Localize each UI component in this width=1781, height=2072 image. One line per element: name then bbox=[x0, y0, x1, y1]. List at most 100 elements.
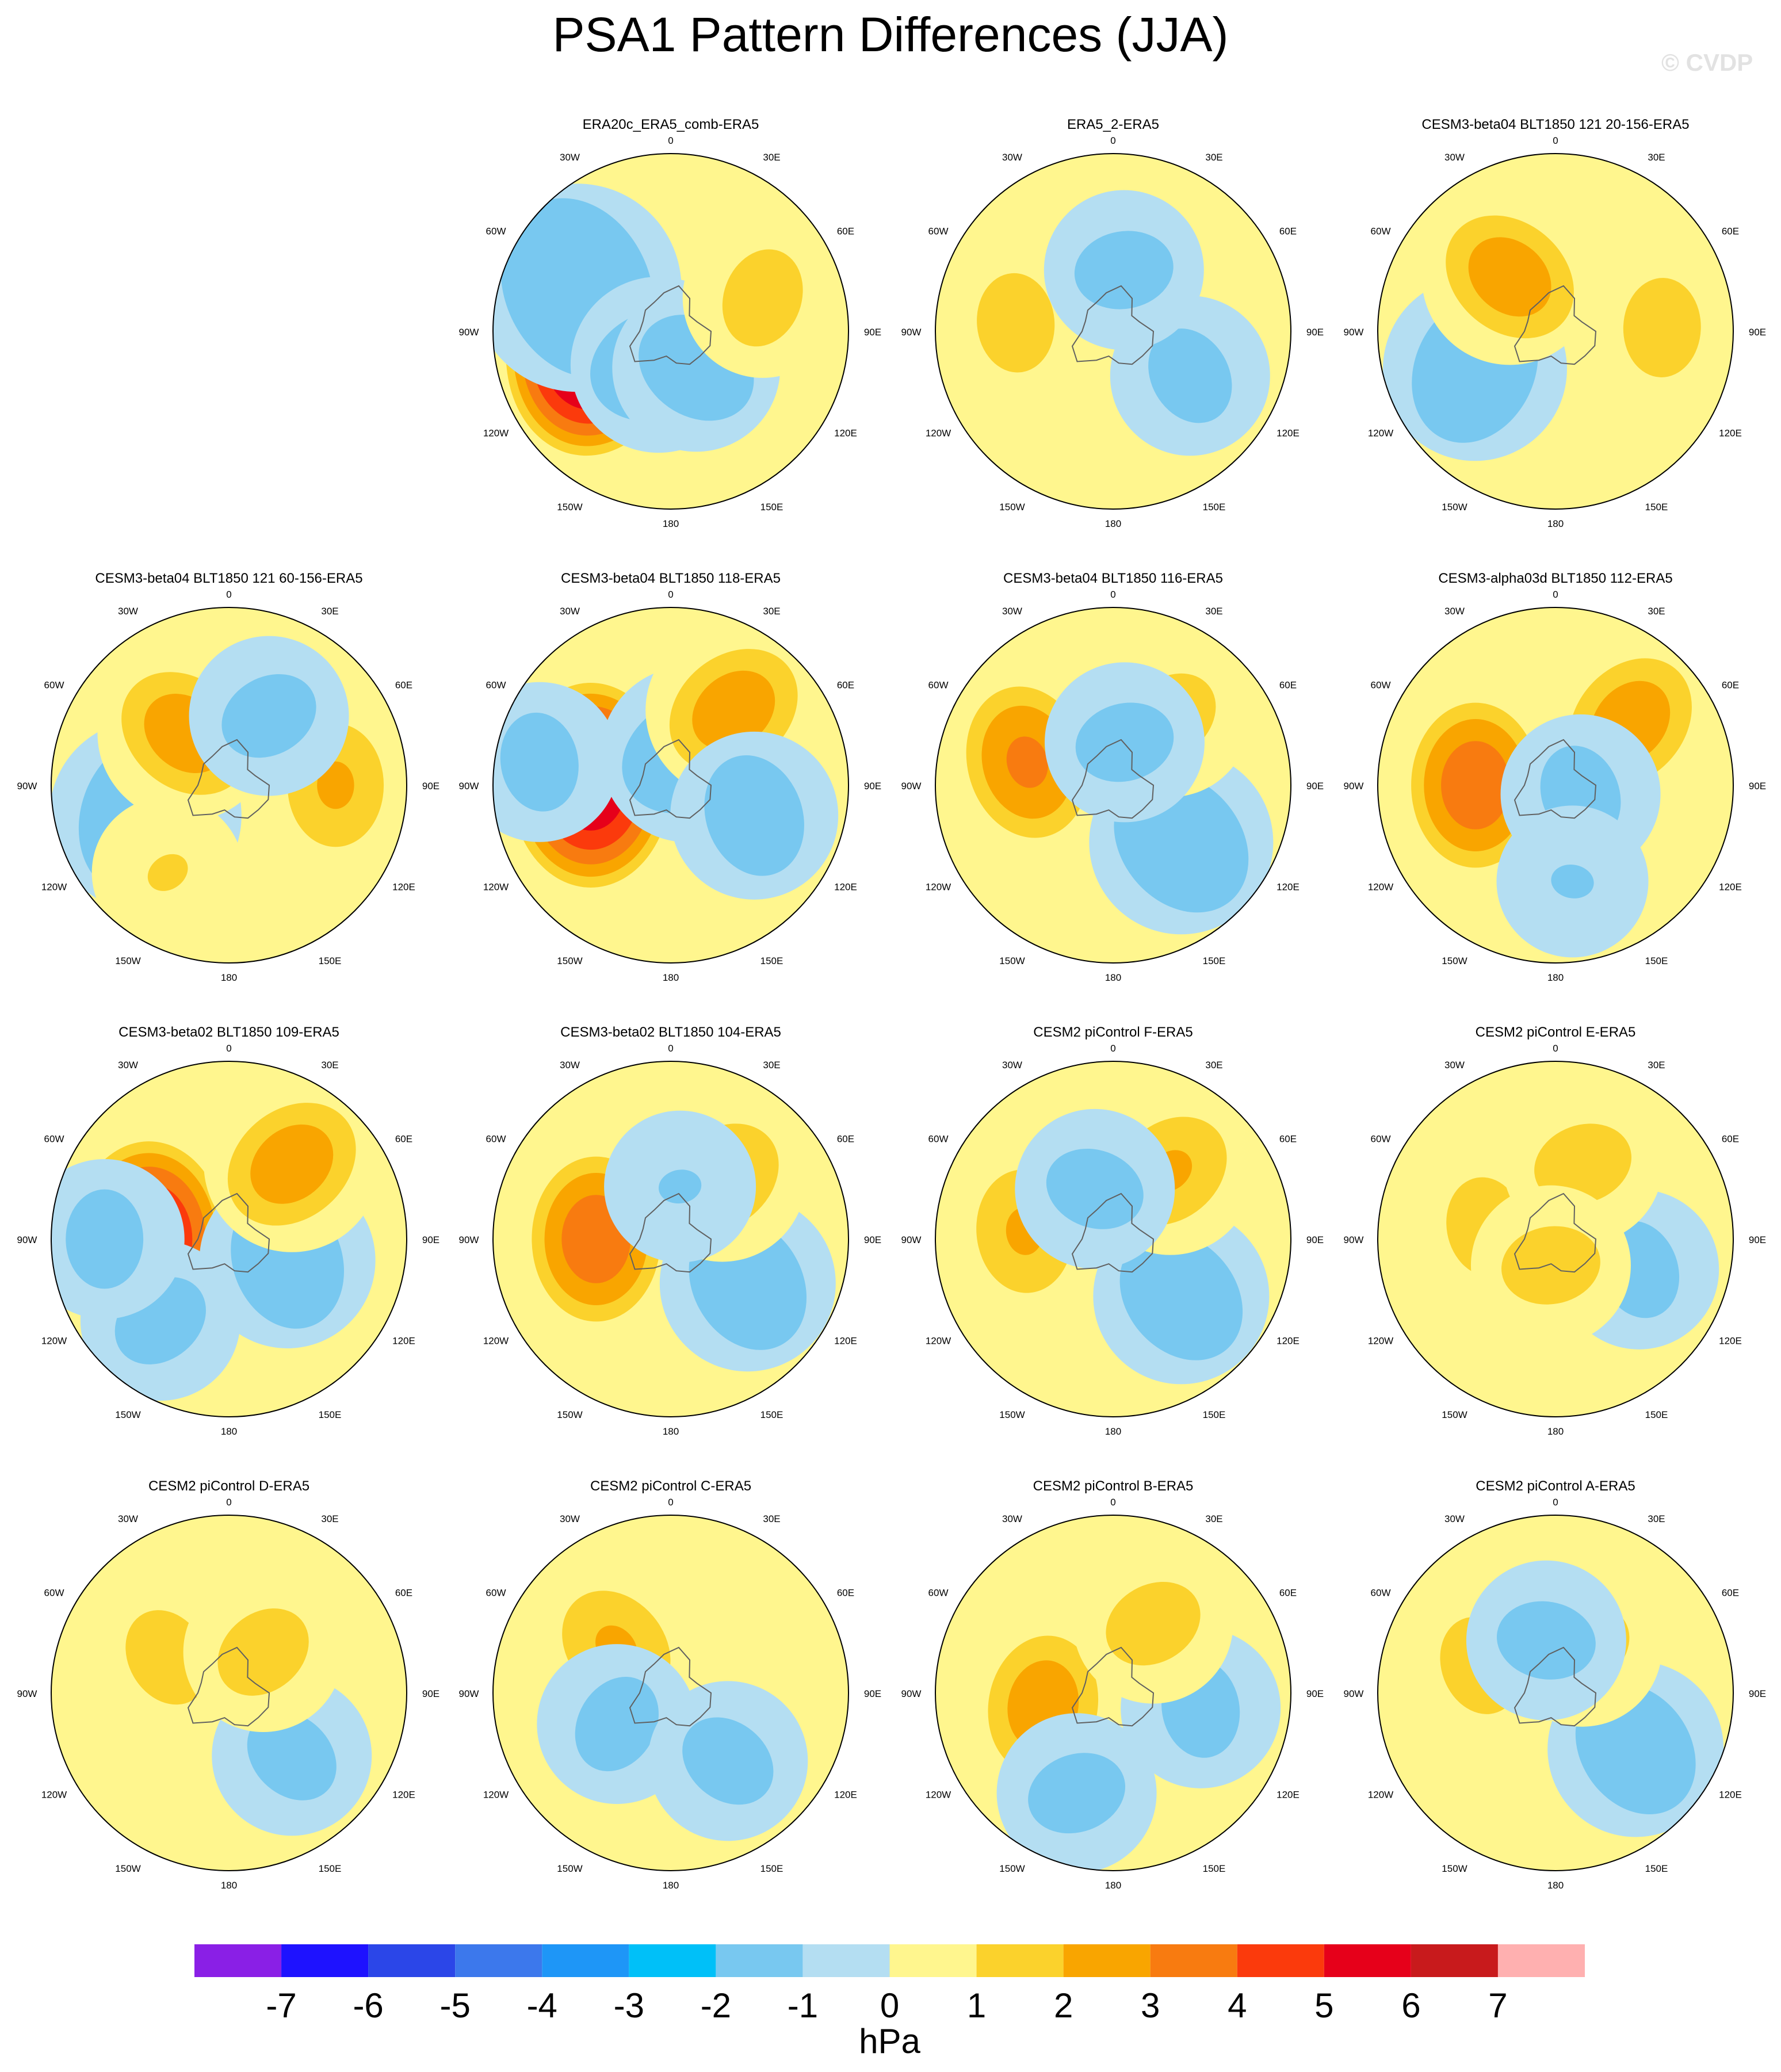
longitude-label: 150E bbox=[1203, 955, 1226, 966]
longitude-label: 180 bbox=[1547, 1880, 1564, 1891]
longitude-label: 30W bbox=[118, 1513, 138, 1524]
cvdp-watermark: © CVDP bbox=[1661, 49, 1753, 76]
longitude-label: 0 bbox=[1553, 1497, 1558, 1508]
longitude-label: 150W bbox=[1442, 1409, 1467, 1420]
longitude-label: 150W bbox=[115, 955, 140, 966]
longitude-label: 150E bbox=[1645, 955, 1668, 966]
longitude-label: 150E bbox=[760, 1409, 784, 1420]
longitude-label: 120E bbox=[834, 1790, 857, 1800]
longitude-label: 60E bbox=[1722, 226, 1739, 237]
longitude-label: 30W bbox=[118, 606, 138, 617]
longitude-label: 30E bbox=[321, 1060, 338, 1071]
longitude-label: 120W bbox=[483, 428, 509, 439]
anomaly-band bbox=[1119, 1232, 1243, 1360]
anomaly-band bbox=[247, 1711, 337, 1800]
longitude-label: 120E bbox=[834, 882, 857, 893]
longitude-label: 150W bbox=[1442, 1863, 1467, 1874]
pressure-anomaly-contours bbox=[1466, 1560, 1626, 1721]
longitude-label: 180 bbox=[221, 972, 237, 983]
longitude-label: 0 bbox=[1553, 1043, 1558, 1054]
longitude-label: 120E bbox=[1719, 882, 1742, 893]
longitude-label: 60W bbox=[486, 1134, 506, 1145]
longitude-label: 120E bbox=[1276, 882, 1300, 893]
longitude-label: 150E bbox=[1203, 1409, 1226, 1420]
longitude-label: 90W bbox=[1344, 1688, 1364, 1699]
longitude-label: 0 bbox=[1110, 135, 1115, 146]
anomaly-band bbox=[1551, 864, 1594, 899]
anomaly-band bbox=[317, 761, 354, 809]
longitude-label: 30E bbox=[1205, 152, 1222, 163]
antarctica-coastline bbox=[1514, 739, 1597, 819]
longitude-label: 90W bbox=[1344, 781, 1364, 792]
antarctica-coastline bbox=[629, 1192, 712, 1273]
longitude-label: 30E bbox=[321, 606, 338, 617]
longitude-label: 180 bbox=[663, 1880, 679, 1891]
longitude-label: 90W bbox=[1344, 1234, 1364, 1245]
longitude-label: 90E bbox=[1749, 1234, 1766, 1245]
anomaly-band bbox=[1006, 736, 1048, 788]
longitude-label: 60W bbox=[1371, 1134, 1391, 1145]
map-border bbox=[51, 1061, 407, 1417]
anomaly-band bbox=[500, 712, 579, 812]
longitude-label: 150E bbox=[1645, 1409, 1668, 1420]
anomaly-band bbox=[147, 854, 188, 891]
longitude-label: 90W bbox=[901, 1234, 922, 1245]
longitude-label: 60E bbox=[1722, 680, 1739, 691]
longitude-label: 0 bbox=[226, 1043, 231, 1054]
map-border bbox=[935, 153, 1291, 510]
panel-title: CESM3-beta02 BLT1850 104-ERA5 bbox=[560, 1024, 781, 1040]
longitude-label: 120W bbox=[926, 882, 951, 893]
longitude-label: 60E bbox=[1722, 1588, 1739, 1599]
anomaly-band bbox=[1028, 1753, 1126, 1834]
longitude-label: 30E bbox=[1205, 1060, 1222, 1071]
anomaly-band bbox=[977, 273, 1055, 373]
pressure-anomaly-contours bbox=[1073, 1543, 1233, 1704]
longitude-label: 180 bbox=[1547, 972, 1564, 983]
longitude-label: 120E bbox=[1276, 1790, 1300, 1800]
longitude-label: 0 bbox=[668, 1497, 673, 1508]
pressure-anomaly-contours bbox=[996, 1713, 1157, 1871]
panel-title: CESM3-beta04 BLT1850 121 20-156-ERA5 bbox=[1421, 117, 1689, 132]
longitude-label: 60E bbox=[1722, 1134, 1739, 1145]
longitude-label: 120W bbox=[41, 1336, 67, 1347]
polar-map-panel: CESM2 piControl B-ERA5 0 30E 60E 90E 120E 150E… bbox=[901, 1478, 1324, 1891]
longitude-label: 30E bbox=[1648, 606, 1665, 617]
panel-title: CESM2 piControl D-ERA5 bbox=[148, 1478, 309, 1494]
anomaly-band bbox=[221, 674, 316, 758]
longitude-label: 90E bbox=[864, 1234, 881, 1245]
longitude-label: 30W bbox=[1002, 606, 1022, 617]
longitude-label: 120E bbox=[1719, 1336, 1742, 1347]
polar-map-panel: CESM2 piControl E-ERA5 0 30E 60E 90E 120E 150E… bbox=[1344, 1024, 1767, 1437]
anomaly-band bbox=[1441, 741, 1510, 829]
panel-title: CESM3-beta04 BLT1850 121 60-156-ERA5 bbox=[95, 571, 362, 586]
polar-map-panel: CESM3-beta04 BLT1850 116-ERA5 0 30E 60E 90E 1… bbox=[901, 571, 1324, 983]
longitude-label: 120W bbox=[1368, 1790, 1393, 1800]
pressure-anomaly-contours bbox=[1044, 190, 1204, 350]
longitude-label: 150W bbox=[115, 1863, 140, 1874]
longitude-label: 120E bbox=[392, 1336, 415, 1347]
longitude-label: 150W bbox=[557, 955, 582, 966]
longitude-label: 60E bbox=[1279, 1588, 1297, 1599]
panel-title: CESM2 piControl F-ERA5 bbox=[1033, 1024, 1193, 1040]
longitude-label: 120W bbox=[483, 1336, 509, 1347]
longitude-label: 60E bbox=[837, 226, 854, 237]
antarctica-coastline bbox=[187, 739, 270, 819]
anomaly-band bbox=[682, 1717, 774, 1805]
panel-title: ERA5_2-ERA5 bbox=[1067, 117, 1159, 132]
antarctica-coastline bbox=[629, 739, 712, 819]
anomaly-band bbox=[250, 1124, 334, 1204]
longitude-label: 120E bbox=[834, 1336, 857, 1347]
polar-map-panel: CESM3-beta04 BLT1850 118-ERA5 0 30E 60E 90E 1… bbox=[459, 571, 882, 983]
anomaly-band bbox=[722, 249, 803, 347]
map-border bbox=[51, 1515, 407, 1871]
longitude-label: 30E bbox=[763, 1060, 780, 1071]
longitude-label: 30W bbox=[1444, 1060, 1465, 1071]
longitude-label: 30W bbox=[1002, 1060, 1022, 1071]
longitude-label: 180 bbox=[221, 1880, 237, 1891]
longitude-label: 180 bbox=[1547, 1426, 1564, 1437]
polar-map-panel: CESM3-beta02 BLT1850 104-ERA5 0 30E 60E 90E 1… bbox=[459, 1024, 882, 1437]
longitude-label: 150W bbox=[1442, 955, 1467, 966]
map-border bbox=[935, 607, 1291, 964]
polar-map-panel: CESM3-beta04 BLT1850 121 20-156-ERA5 0 30E… bbox=[1344, 117, 1767, 529]
longitude-label: 150W bbox=[557, 1409, 582, 1420]
